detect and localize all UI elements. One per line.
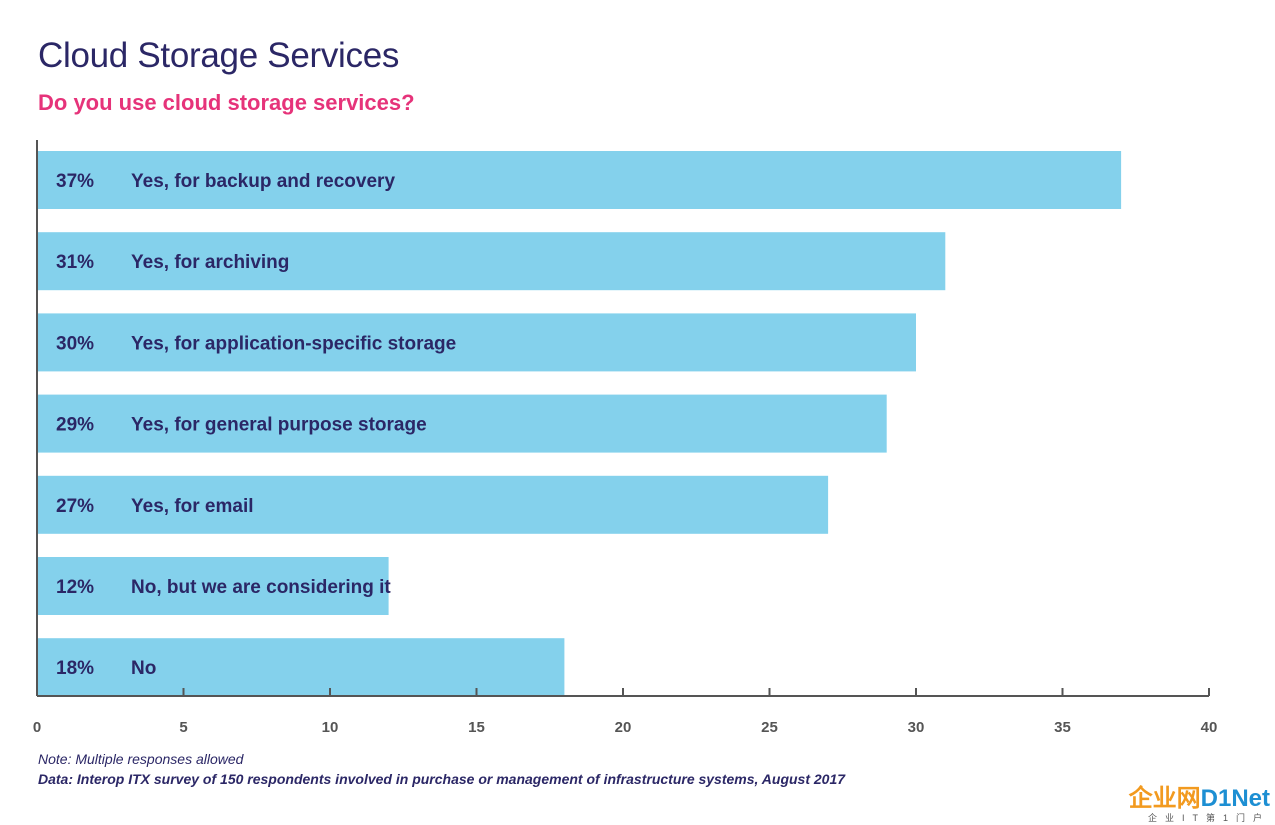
x-tick-label: 25 bbox=[761, 719, 778, 736]
watermark-tagline: 企业IT第1门户 bbox=[1147, 813, 1270, 823]
bar-value-label: 27% bbox=[56, 496, 94, 517]
x-tick-label: 40 bbox=[1201, 719, 1218, 736]
bar-value-label: 18% bbox=[56, 658, 94, 679]
bar bbox=[37, 151, 1122, 209]
bar-value-label: 37% bbox=[56, 171, 94, 192]
bar bbox=[37, 394, 887, 453]
x-tick-label: 15 bbox=[468, 719, 485, 736]
bar-category-label: No bbox=[131, 658, 156, 679]
bar-category-label: Yes, for application-specific storage bbox=[131, 333, 456, 354]
bar-category-label: Yes, for email bbox=[131, 496, 254, 517]
bar-value-label: 29% bbox=[56, 415, 94, 436]
bar-value-label: 31% bbox=[56, 252, 94, 273]
bar bbox=[37, 313, 916, 372]
chart-subtitle: Do you use cloud storage services? bbox=[38, 90, 415, 115]
bar-category-label: Yes, for backup and recovery bbox=[131, 171, 395, 192]
x-tick-label: 20 bbox=[615, 719, 632, 736]
watermark-brand-b: D1Net bbox=[1200, 785, 1270, 812]
bar bbox=[37, 557, 389, 615]
bar-category-label: Yes, for archiving bbox=[131, 252, 289, 273]
source-note: Data: Interop ITX survey of 150 responde… bbox=[38, 771, 846, 787]
x-tick-label: 5 bbox=[179, 719, 187, 736]
chart-title: Cloud Storage Services bbox=[38, 36, 400, 75]
footnote: Note: Multiple responses allowed bbox=[38, 751, 244, 767]
x-tick-label: 35 bbox=[1054, 719, 1071, 736]
watermark-brand: 企业网D1Net bbox=[1129, 786, 1270, 812]
bar-value-label: 12% bbox=[56, 577, 94, 598]
bar-category-label: No, but we are considering it bbox=[131, 577, 391, 598]
bar-value-label: 30% bbox=[56, 333, 94, 354]
bar bbox=[37, 232, 946, 291]
bar bbox=[37, 638, 565, 697]
x-tick-label: 30 bbox=[908, 719, 925, 736]
watermark-brand-a: 企业网 bbox=[1128, 785, 1201, 812]
bar bbox=[37, 475, 829, 534]
x-tick-label: 10 bbox=[322, 719, 339, 736]
watermark-logo: 企业网D1Net 企业IT第1门户 bbox=[1129, 786, 1270, 824]
x-tick-label: 0 bbox=[33, 719, 41, 736]
bar-category-label: Yes, for general purpose storage bbox=[131, 415, 427, 436]
